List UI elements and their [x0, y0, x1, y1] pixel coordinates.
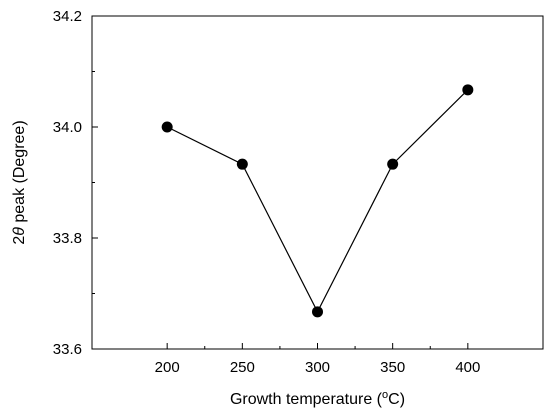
y-axis-title: 2θ peak (Degree) [11, 120, 28, 244]
data-point [236, 158, 248, 170]
data-point [462, 84, 474, 96]
y-tick-label: 33.8 [53, 230, 82, 247]
y-tick-label: 34.2 [53, 8, 82, 25]
x-tick-label: 350 [380, 359, 405, 376]
x-axis-ticks [166, 343, 469, 349]
y-axis-tick-labels: 33.6 33.8 34.0 34.2 [53, 8, 82, 358]
x-axis-title-prefix: Growth temperature ( [230, 391, 383, 408]
x-axis-title-suffix: C) [388, 391, 405, 408]
x-axis-title: Growth temperature (oC) [230, 389, 405, 408]
y-axis-ticks [92, 15, 98, 350]
series-points [161, 84, 474, 318]
x-tick-label: 300 [305, 359, 330, 376]
y-axis-title-theta: θ [11, 227, 28, 236]
y-tick-label: 34.0 [53, 119, 82, 136]
x-axis-title-degree-superscript: o [382, 389, 388, 401]
y-axis-title-suffix: peak (Degree) [11, 120, 28, 227]
series-line [166, 89, 469, 314]
plot-frame [91, 15, 544, 350]
data-point [161, 121, 173, 133]
data-point [387, 158, 399, 170]
y-tick-label: 33.6 [53, 341, 82, 358]
x-tick-label: 250 [230, 359, 255, 376]
x-tick-label: 400 [455, 359, 480, 376]
x-axis-tick-labels: 200 250 300 350 400 [155, 359, 481, 376]
y-axis-title-prefix: 2 [11, 236, 28, 245]
x-tick-label: 200 [155, 359, 180, 376]
data-point [312, 306, 323, 318]
